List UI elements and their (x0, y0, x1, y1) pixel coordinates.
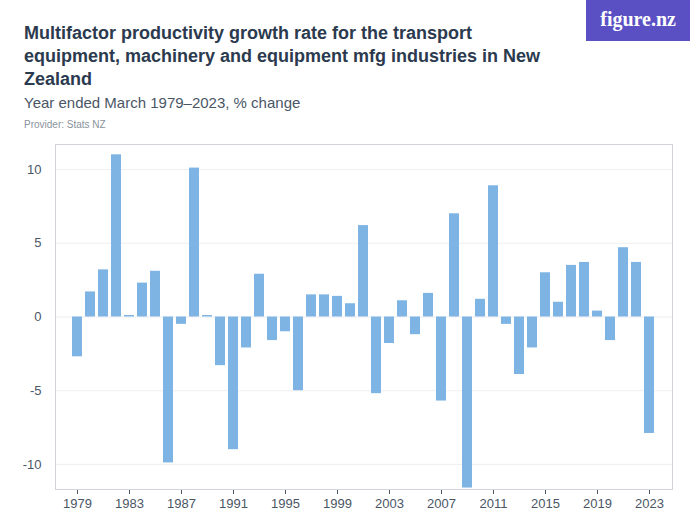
svg-text:10: 10 (27, 162, 41, 177)
svg-text:2019: 2019 (583, 496, 612, 511)
svg-text:2007: 2007 (427, 496, 456, 511)
svg-text:-5: -5 (30, 383, 42, 398)
svg-text:1995: 1995 (271, 496, 300, 511)
html-text:Provider: Stats NZ: Provider: Stats NZ (24, 119, 106, 130)
svg-text:2003: 2003 (375, 496, 404, 511)
html-text:figure.nz: figure.nz (600, 8, 676, 30)
svg-text:2015: 2015 (531, 496, 560, 511)
svg-text:1979: 1979 (63, 496, 92, 511)
svg-text:1999: 1999 (323, 496, 352, 511)
svg-text:1991: 1991 (219, 496, 248, 511)
svg-text:1983: 1983 (115, 496, 144, 511)
svg-text:1987: 1987 (167, 496, 196, 511)
svg-text:0: 0 (34, 309, 41, 324)
svg-text:-10: -10 (23, 457, 42, 472)
html-text:Multifactor productivity growt: Multifactor productivity growth rate for… (24, 23, 541, 89)
svg-text:2023: 2023 (635, 496, 664, 511)
svg-text:2011: 2011 (480, 496, 508, 511)
html-text:Year ended March 1979–2023, %: Year ended March 1979–2023, % change (24, 94, 301, 111)
svg-text:5: 5 (34, 235, 41, 250)
